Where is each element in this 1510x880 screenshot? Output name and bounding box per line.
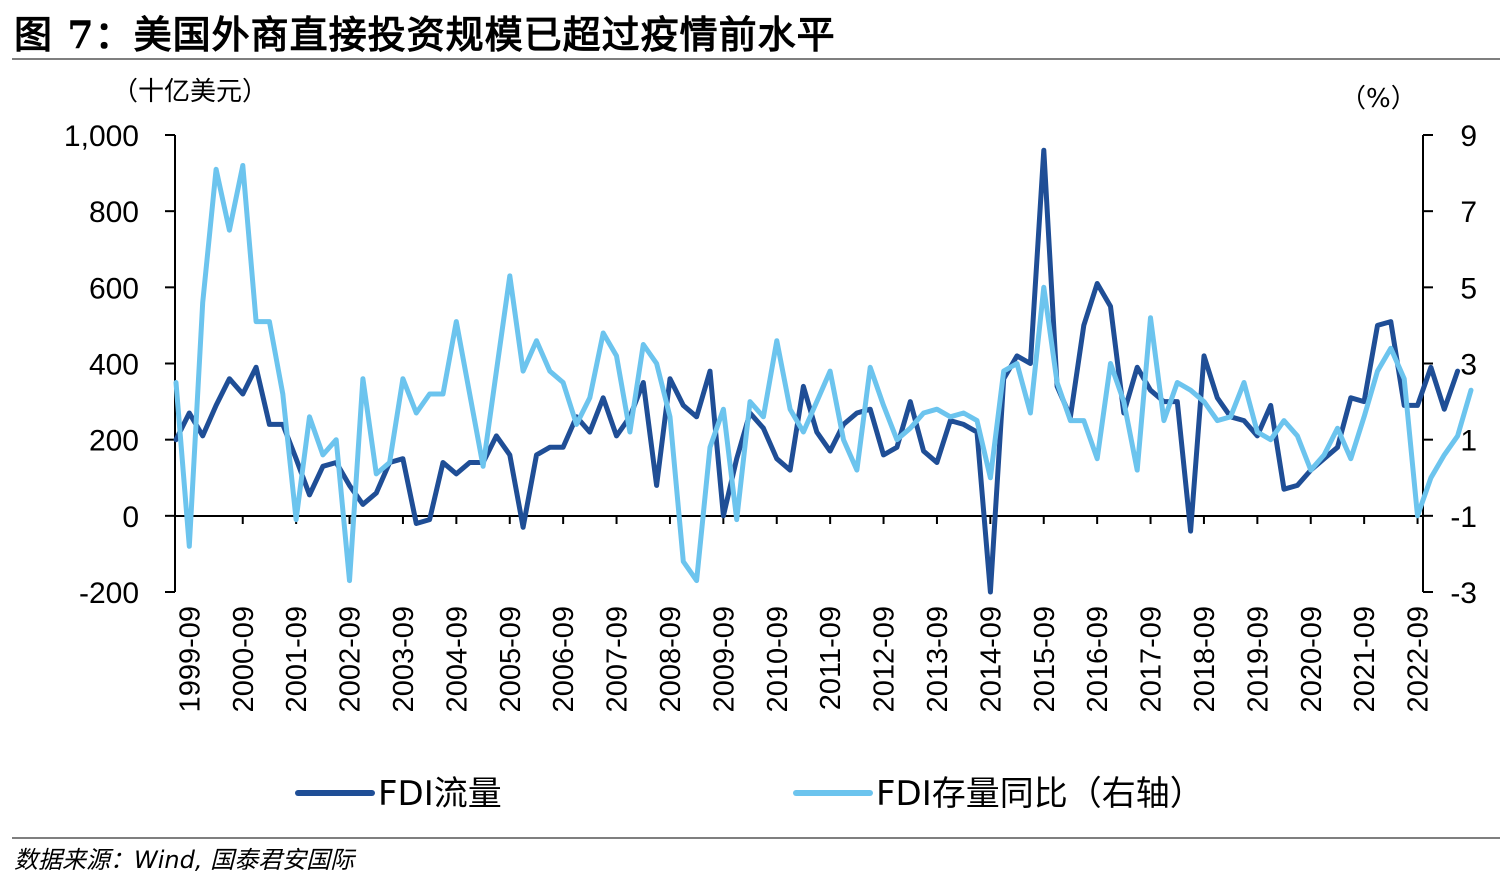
top-divider — [12, 58, 1500, 60]
x-axis-tick-label: 2000-09 — [228, 606, 260, 712]
x-axis-tick-label: 2013-09 — [922, 606, 954, 712]
chart-legend: FDI流量 FDI存量同比（右轴） — [295, 774, 1204, 814]
page-title: 图 7：美国外商直接投资规模已超过疫情前水平 — [14, 12, 836, 57]
x-axis-tick-label: 2020-09 — [1296, 606, 1328, 712]
x-axis-tick-label: 2021-09 — [1349, 606, 1381, 712]
left-axis-tick-label: 200 — [89, 425, 139, 458]
x-axis-tick-label: 1999-09 — [174, 606, 206, 712]
left-axis-tick-label: -200 — [79, 577, 139, 610]
right-axis-tick-label: 1 — [1460, 425, 1477, 458]
series-line-fdi-stock-yoy — [173, 163, 1474, 584]
right-axis-tick-label: 3 — [1460, 349, 1477, 382]
left-axis-tick-label: 0 — [122, 501, 139, 534]
bottom-divider — [12, 837, 1500, 839]
x-axis-tick-label: 2012-09 — [869, 606, 901, 712]
right-axis-tick-label: -1 — [1450, 501, 1477, 534]
right-axis-tick-label: -3 — [1450, 577, 1477, 610]
source-note: 数据来源：Wind, 国泰君安国际 — [14, 846, 355, 874]
series-line-fdi-flow — [173, 147, 1461, 595]
x-axis-tick-label: 2007-09 — [602, 606, 634, 712]
x-axis-tick-label: 2011-09 — [815, 606, 847, 710]
right-axis-tick-label: 7 — [1460, 196, 1477, 229]
x-axis-tick-label: 2004-09 — [441, 606, 473, 712]
x-axis-tick-label: 2005-09 — [495, 606, 527, 712]
left-axis-tick-label: 400 — [89, 349, 139, 382]
right-axis-tick-label: 9 — [1460, 120, 1477, 153]
x-axis-tick-label: 2002-09 — [335, 606, 367, 712]
x-axis-tick-label: 2017-09 — [1136, 606, 1168, 712]
legend-label-flow: FDI流量 — [378, 774, 502, 814]
legend-label-stock-yoy: FDI存量同比（右轴） — [876, 774, 1204, 814]
x-axis-tick-label: 2010-09 — [762, 606, 794, 712]
x-axis-tick-label: 2018-09 — [1189, 606, 1221, 712]
x-axis-tick-label: 2016-09 — [1082, 606, 1114, 712]
x-axis-tick-label: 2015-09 — [1029, 606, 1061, 712]
x-axis-tick-label: 2001-09 — [281, 606, 313, 712]
left-axis-tick-label: 800 — [89, 196, 139, 229]
x-axis-tick-label: 2008-09 — [655, 606, 687, 712]
x-axis-tick-label: 2006-09 — [548, 606, 580, 712]
left-axis-tick-label: 1,000 — [64, 120, 139, 153]
x-axis-tick-label: 2009-09 — [708, 606, 740, 712]
x-axis-tick-label: 2014-09 — [975, 606, 1007, 712]
left-axis-unit-label: （十亿美元） — [112, 77, 268, 107]
x-axis-tick-label: 2022-09 — [1403, 606, 1435, 712]
x-axis-tick-label: 2019-09 — [1242, 606, 1274, 712]
right-axis-tick-label: 5 — [1460, 272, 1477, 305]
left-axis-tick-label: 600 — [89, 272, 139, 305]
right-axis-unit-label: （%） — [1340, 84, 1417, 114]
x-axis-tick-label: 2003-09 — [388, 606, 420, 712]
